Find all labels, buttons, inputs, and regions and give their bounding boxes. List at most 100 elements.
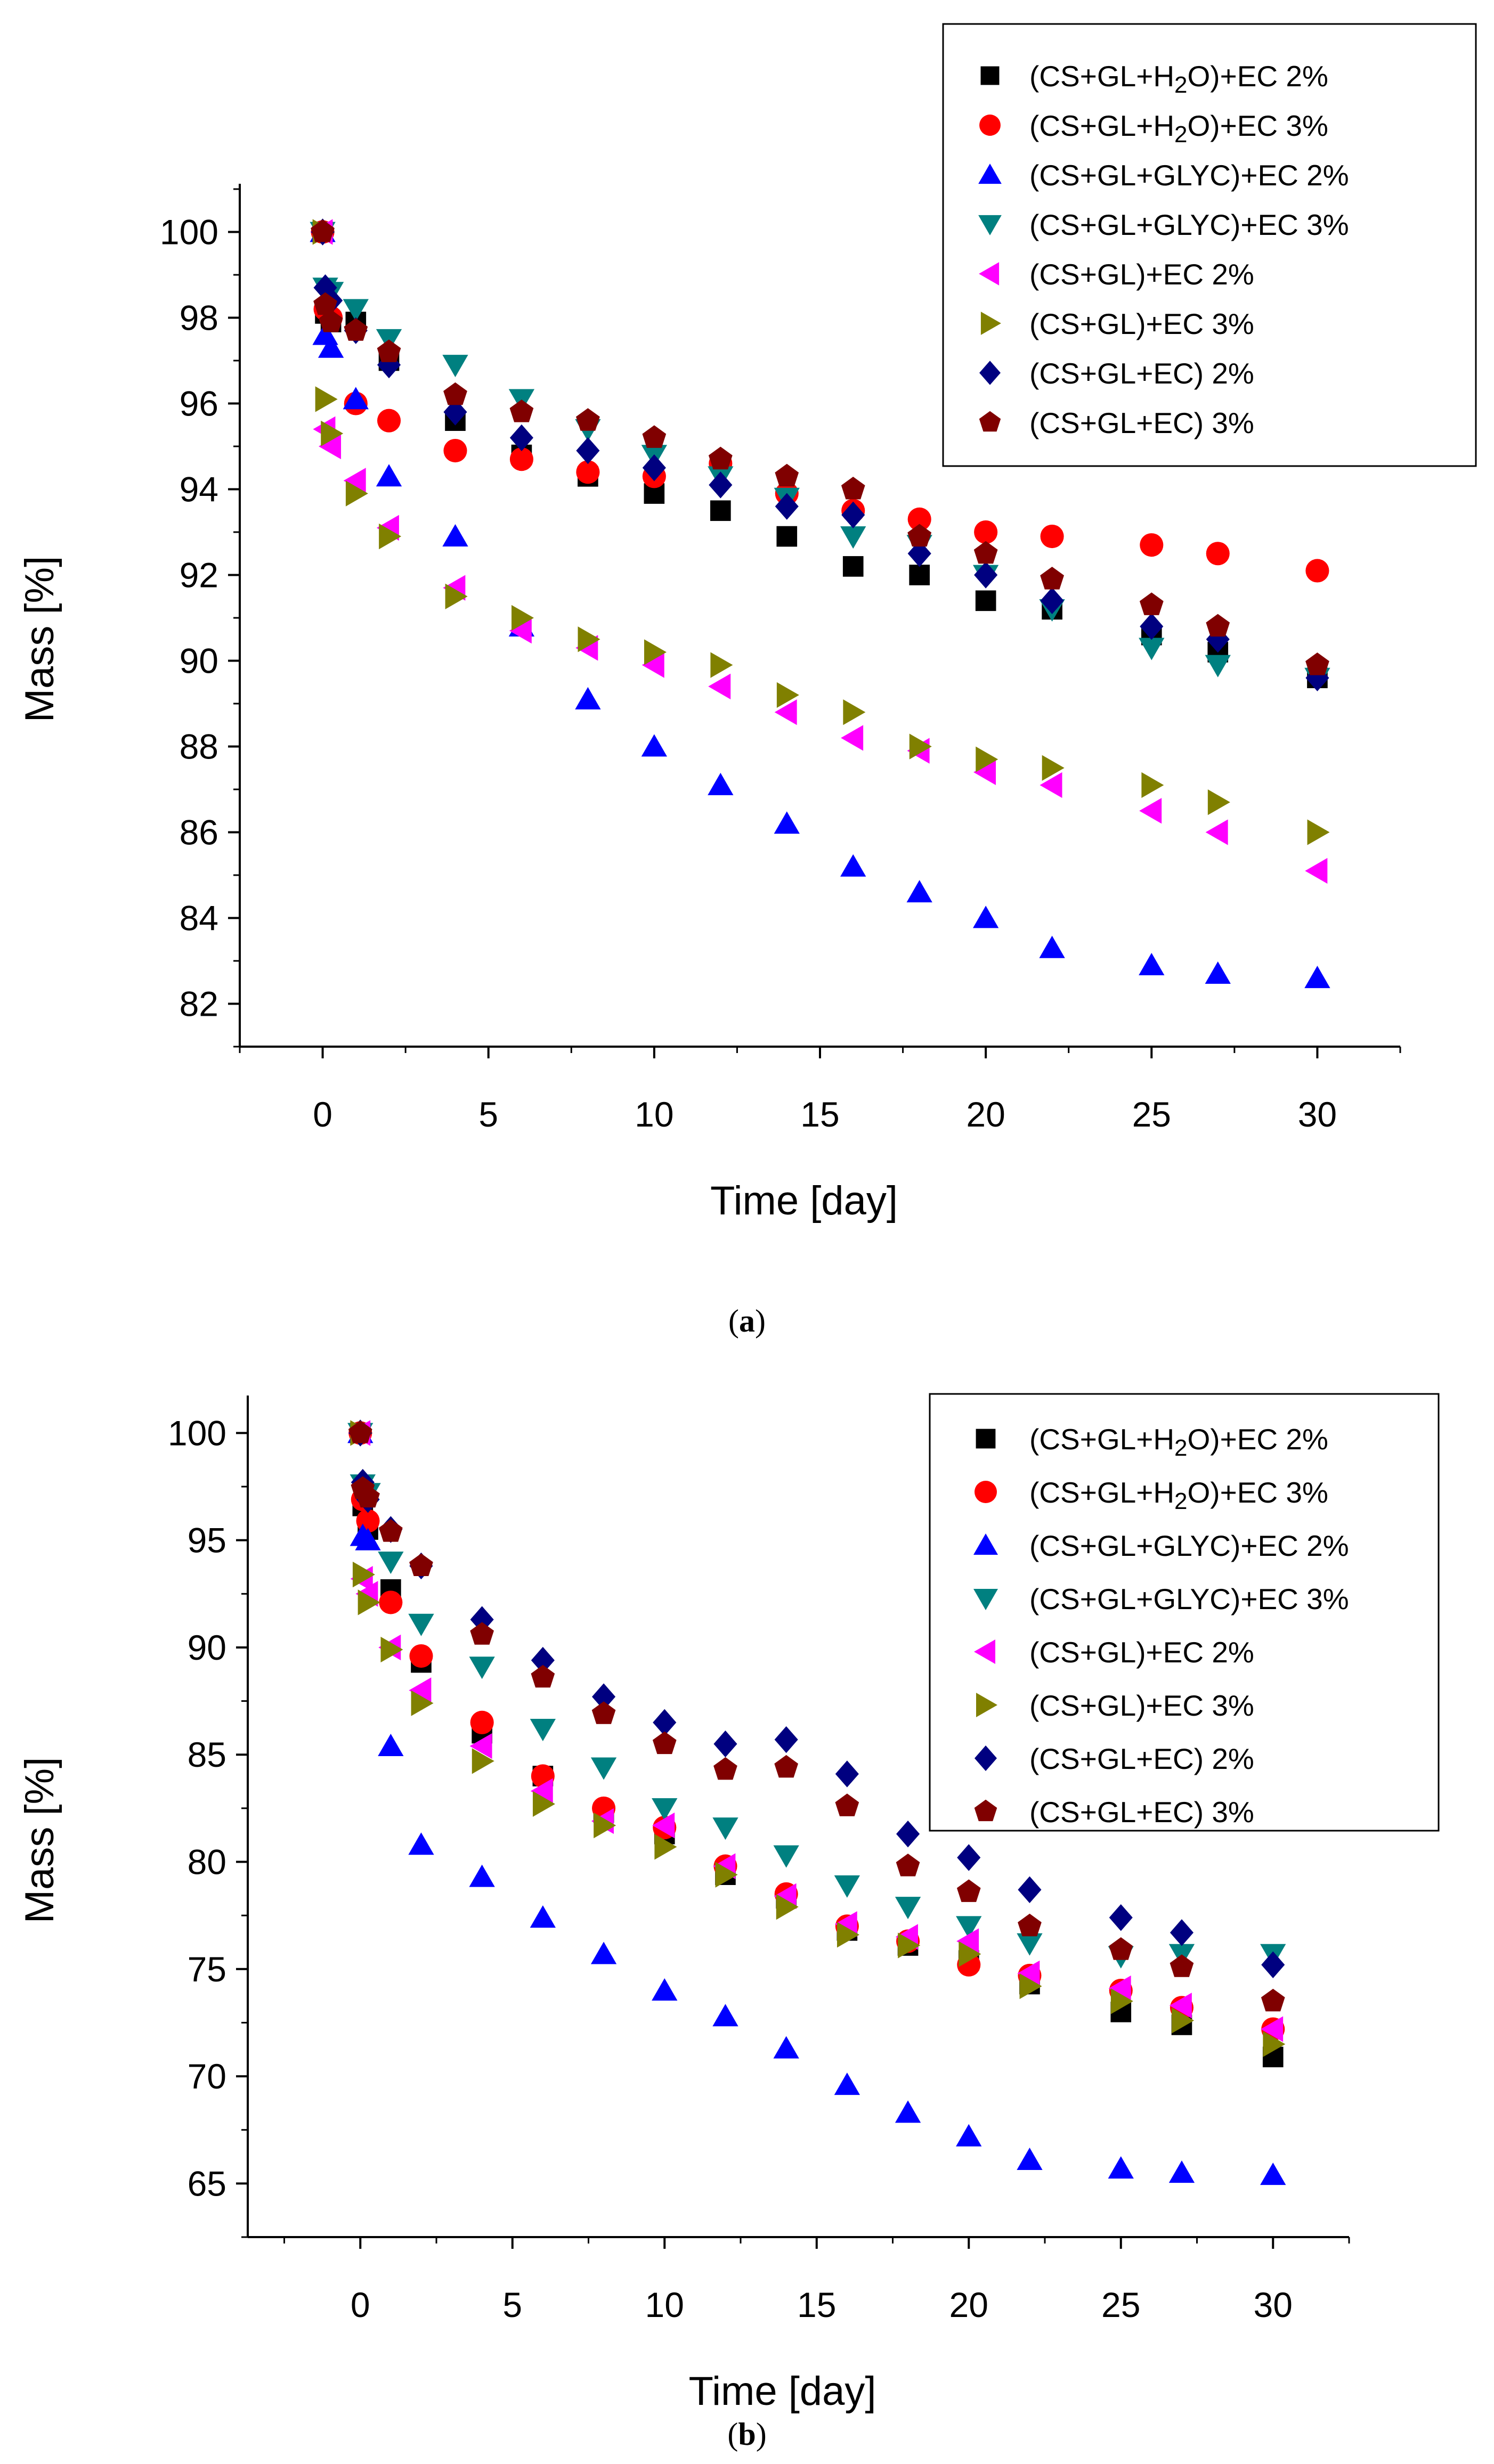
y-axis-title: Mass [%] <box>17 1757 62 1924</box>
legend-marker <box>975 1481 997 1503</box>
data-point <box>907 507 931 531</box>
legend-entry: (CS+GL+EC) 2% <box>1029 357 1254 390</box>
data-point <box>837 1922 859 1948</box>
x-axis-title: Time [day] <box>710 1178 898 1223</box>
data-point <box>315 386 338 412</box>
data-point <box>1018 1913 1042 1937</box>
data-point <box>835 1793 859 1816</box>
data-point <box>712 1817 738 1840</box>
legend-entry: (CS+GL)+EC 3% <box>1029 307 1254 340</box>
data-point <box>408 1613 434 1636</box>
data-point <box>1139 638 1165 660</box>
legend-marker <box>979 115 1001 136</box>
x-tick-label: 20 <box>949 2285 988 2324</box>
data-point <box>973 541 998 564</box>
data-point <box>442 524 468 546</box>
legend-marker <box>976 1693 997 1717</box>
data-point <box>443 382 467 405</box>
series-triangle-right <box>312 219 1330 845</box>
data-point <box>840 526 866 549</box>
data-point <box>1261 1988 1285 2012</box>
data-point <box>1108 2156 1134 2179</box>
data-point <box>895 1897 921 1920</box>
data-point <box>956 1879 981 1902</box>
legend-marker <box>973 1589 998 1610</box>
data-point <box>1207 789 1230 815</box>
data-point <box>470 1710 494 1734</box>
data-point <box>776 1894 799 1920</box>
data-point <box>576 408 600 431</box>
data-point <box>530 1905 556 1928</box>
legend-entry: (CS+GL)+EC 2% <box>1029 1636 1254 1669</box>
legend-marker <box>978 164 1002 184</box>
data-point <box>343 299 369 322</box>
x-tick-label: 0 <box>313 1095 332 1134</box>
data-point <box>776 526 798 547</box>
y-tick-label: 98 <box>180 298 218 338</box>
data-point <box>343 387 369 410</box>
chart-panel-a: 82 84 86 88 90 92 94 96 98 100 0 5 10 15 20 25 30 Time [d… <box>17 23 1477 1339</box>
data-point <box>972 905 999 928</box>
panel-caption: (a) <box>728 1303 766 1339</box>
y-tick-label: 95 <box>188 1521 226 1560</box>
data-point <box>1042 755 1065 781</box>
x-tick-label: 15 <box>797 2285 836 2324</box>
data-point <box>443 439 467 463</box>
legend-entry: (CS+GL+GLYC)+EC 2% <box>1029 1529 1349 1562</box>
data-point <box>710 500 731 521</box>
y-tick-label: 90 <box>188 1628 226 1667</box>
data-point <box>594 1812 616 1839</box>
data-point <box>775 493 799 520</box>
legend-entry: (CS+GL)+EC 3% <box>1029 1689 1254 1722</box>
data-point <box>1139 952 1165 975</box>
data-point <box>774 1726 798 1753</box>
legend-marker <box>974 1639 995 1664</box>
data-point <box>411 1690 434 1716</box>
data-point <box>712 2004 738 2027</box>
data-point <box>708 772 734 795</box>
x-tick-label: 25 <box>1101 2285 1140 2324</box>
data-point <box>959 1941 981 1967</box>
legend-entry: (CS+GL+H2O)+EC 3% <box>1029 1476 1328 1514</box>
x-tick-label: 10 <box>635 1095 673 1134</box>
data-point <box>352 1561 375 1588</box>
data-point <box>1019 1973 1042 2000</box>
legend-box <box>942 23 1477 467</box>
x-tick-label: 5 <box>502 2285 522 2324</box>
data-point <box>1205 819 1228 845</box>
data-point <box>773 2036 799 2059</box>
data-point <box>713 1730 737 1758</box>
data-point <box>531 1646 555 1674</box>
data-point <box>1307 819 1330 845</box>
legend-entry: (CS+GL+GLYC)+EC 3% <box>1029 1582 1349 1616</box>
data-point <box>641 734 668 757</box>
legend-marker <box>979 411 1001 432</box>
data-point <box>591 1701 616 1724</box>
data-point <box>590 1757 617 1780</box>
data-point <box>1305 652 1329 675</box>
y-tick-label: 100 <box>160 213 218 252</box>
y-tick-label: 86 <box>180 813 218 852</box>
x-tick-label: 25 <box>1132 1095 1171 1134</box>
data-point <box>653 1709 677 1736</box>
series-pentagon <box>311 219 1329 675</box>
data-point <box>642 425 667 448</box>
data-point <box>377 409 401 433</box>
data-point <box>708 446 733 470</box>
data-point <box>379 1519 403 1542</box>
data-point <box>1261 1951 1285 1978</box>
data-point <box>1109 1904 1133 1931</box>
data-point <box>841 725 864 751</box>
legend-entry: (CS+GL+EC) 3% <box>1029 1796 1254 1829</box>
data-point <box>654 1834 677 1860</box>
legend-marker <box>976 1429 996 1449</box>
legend-marker <box>975 1745 997 1771</box>
data-point <box>355 1528 381 1551</box>
data-point <box>509 424 533 452</box>
data-point <box>1018 1876 1042 1904</box>
y-tick-label: 65 <box>188 2164 226 2203</box>
data-point <box>843 699 866 725</box>
legend-entry: (CS+GL+EC) 3% <box>1029 406 1254 439</box>
data-point <box>975 590 996 611</box>
